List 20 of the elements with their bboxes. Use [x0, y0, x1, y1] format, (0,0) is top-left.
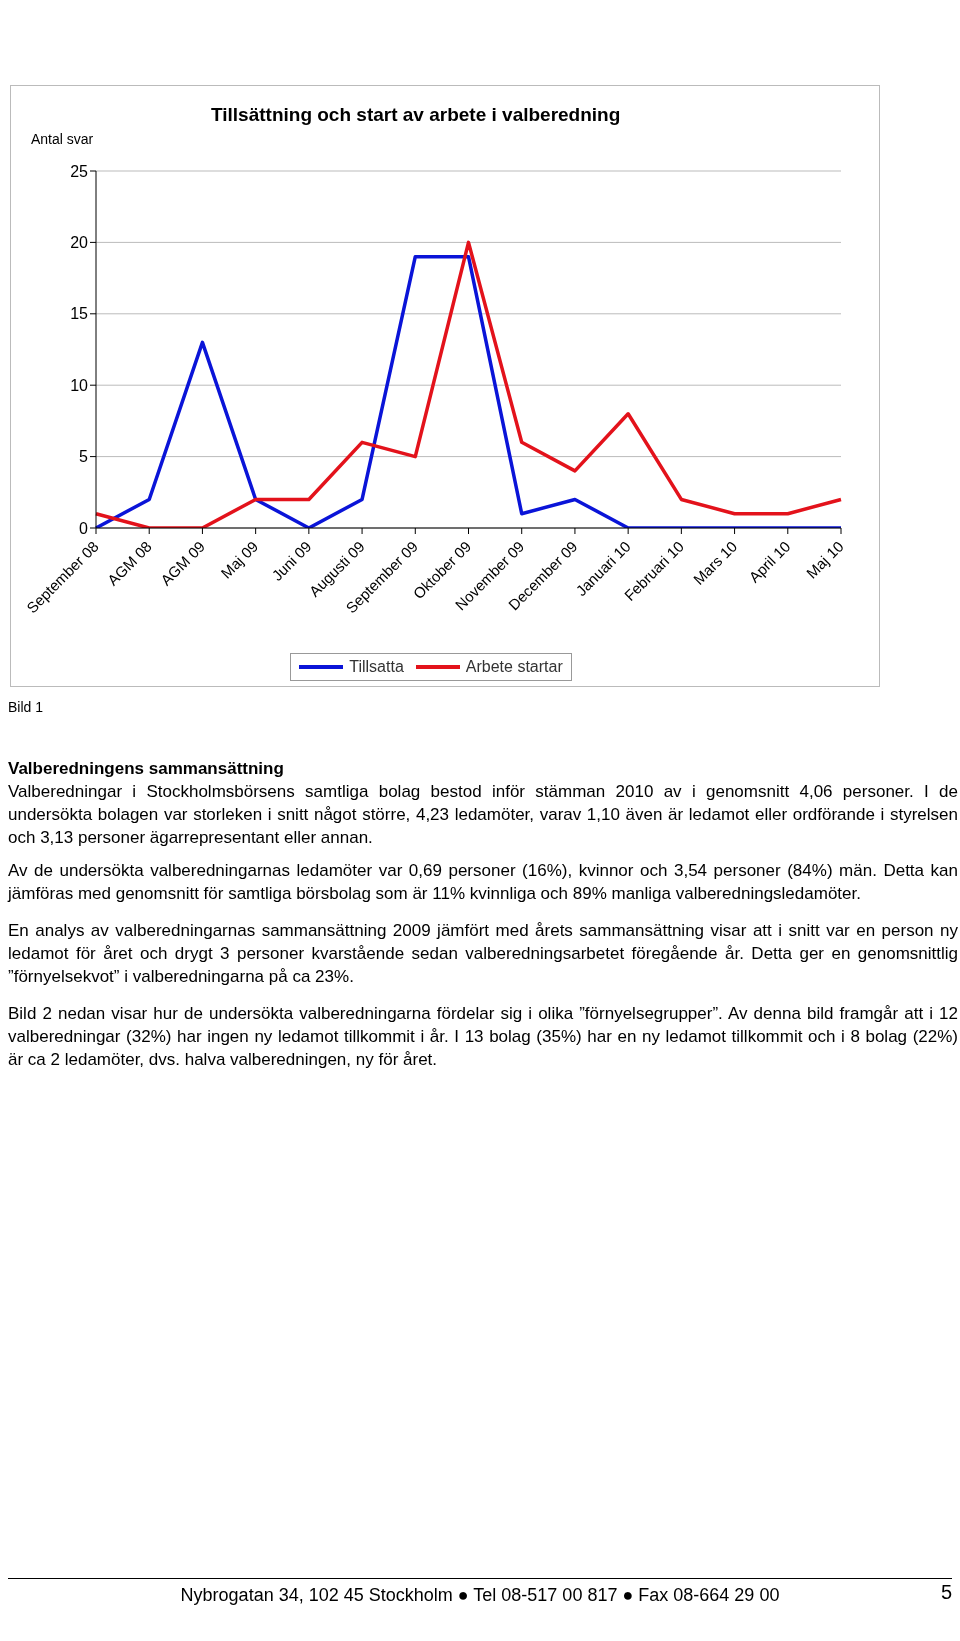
y-tick-label: 20	[70, 234, 89, 252]
x-tick-label: Maj 10	[802, 537, 847, 582]
text: Av de undersökta valberedningarnas ledamöter var 0,69 personer (16%), kvinnor och 3,54 personer (84%) män. Detta kan jämföras med genomsnitt för samtliga börsbolag som är 11% kvinnliga och 89% manliga valberedningsledamöter.	[8, 860, 958, 905]
text: Valberedningar i Stockholmsbörsens samtliga bolag bestod inför stämman 2010 av i genomsnitt 4,06 personer. I de undersökta bolagen var storleken i snitt något större, 4,23 ledamöter, varav 1,10 även är ledamot eller ordförande i styrelsen och 3,13 personer ägarrepresentant eller annan.	[8, 781, 958, 849]
text: Valberedningens sammansättning	[8, 758, 285, 780]
y-tick-label: 0	[79, 519, 89, 537]
y-axis-title: Antal svar	[31, 131, 94, 147]
text: 5	[940, 1581, 952, 1604]
text: Nybrogatan 34, 102 45 Stockholm ● Tel 08-517 00 817 ● Fax 08-664 29 00	[180, 1585, 780, 1605]
text: Bild 1	[8, 699, 45, 715]
chart-title: Tillsättning och start av arbete i valberedning	[211, 104, 621, 126]
x-tick-label: Maj 09	[217, 537, 262, 582]
y-tick-label: 5	[79, 448, 89, 466]
y-tick-label: 15	[70, 305, 89, 323]
text: En analys av valberedningarnas sammansättning 2009 jämfört med årets sammansättning visar att i snitt var en person ny ledamot för året och drygt 3 personer kvarstående sedan valberedningsarbetet föregående år. Detta ger en genomsnittlig ”förnyelsekvot” i valberedningarna på ca 23%.	[8, 920, 958, 988]
y-tick-label: 10	[70, 376, 89, 394]
legend-label: Arbete startar	[464, 658, 563, 676]
text: Bild 2 nedan visar hur de undersökta valberedningarna fördelar sig i olika ”förnyelsegrupper”. Av denna bild framgår att i 12 valberedningar (32%) har ingen ny ledamot tillkommit i år. I 13 bolag (35%) har en ny ledamot tillkommit och i 8 bolag (22%) är ca 2 ledamöter, dvs. halva valberedningen, ny för året.	[8, 1003, 958, 1071]
y-tick-label: 25	[70, 162, 89, 180]
legend-label: Tillsatta	[348, 658, 404, 676]
